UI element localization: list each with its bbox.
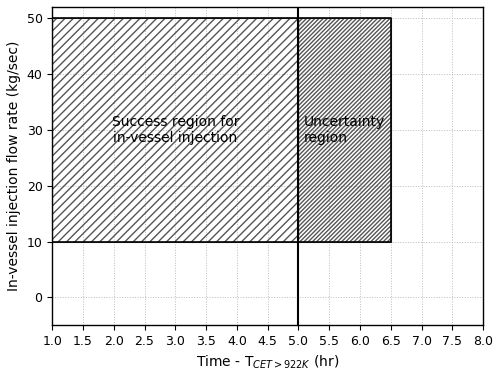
Bar	[52, 18, 298, 242]
Bar	[298, 18, 390, 242]
X-axis label: Time - T$_{CET>922K}$ (hr): Time - T$_{CET>922K}$ (hr)	[196, 354, 340, 371]
Text: Uncertainty
region: Uncertainty region	[304, 115, 384, 145]
Y-axis label: In-vessel injection flow rate (kg/sec): In-vessel injection flow rate (kg/sec)	[7, 41, 21, 291]
Text: Success region for
in-vessel injection: Success region for in-vessel injection	[112, 115, 239, 145]
